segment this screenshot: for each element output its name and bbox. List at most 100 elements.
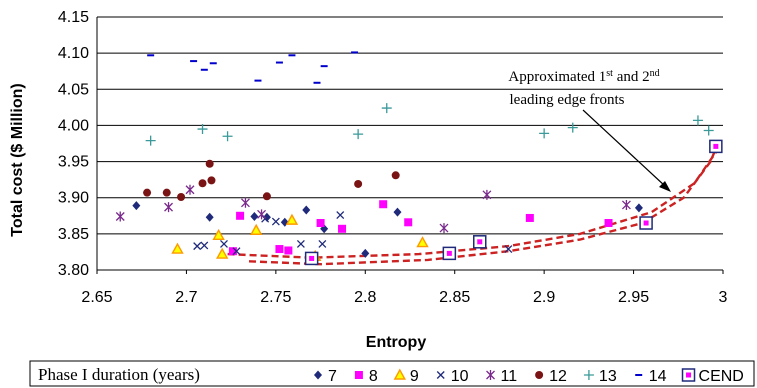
point-series-10 [296, 240, 305, 248]
y-tick-label: 4.10 [58, 45, 89, 62]
point-series-9 [285, 213, 299, 225]
point-series-13 [197, 124, 208, 135]
point-series-8 [604, 219, 613, 228]
point-series-8 [404, 218, 413, 227]
legend-label-13: 13 [599, 368, 617, 385]
point-series-10 [193, 242, 202, 251]
y-tick-label: 4.00 [58, 117, 89, 134]
point-series-11 [185, 184, 195, 195]
point-series-12 [207, 176, 216, 185]
legend-marker-9 [393, 368, 407, 380]
legend-marker-7 [314, 370, 322, 380]
point-series-12 [177, 192, 186, 201]
point-series-12 [205, 159, 214, 168]
point-series-9 [171, 242, 184, 254]
annotation-line-2: leading edge fronts [510, 92, 625, 108]
x-axis-title: Entropy [366, 334, 427, 351]
annotation-line-1: Approximated 1st and 2nd [508, 68, 659, 86]
point-series-13 [703, 125, 714, 136]
point-series-8 [275, 245, 284, 254]
legend-marker-cend [681, 368, 696, 382]
x-tick-label: 2.8 [354, 289, 376, 306]
legend-label-8: 8 [369, 368, 378, 385]
legend-items: 7 8 9 10 11 12 13 14 CEND [314, 368, 744, 385]
legend-label-11: 11 [501, 368, 518, 385]
point-series-13 [692, 115, 703, 126]
legend-label-7: 7 [328, 368, 337, 385]
point-series-8 [338, 224, 347, 233]
point-series-11 [257, 209, 267, 220]
point-series-10 [504, 245, 513, 253]
point-series-11 [164, 202, 174, 213]
legend-title: Phase I duration (years) [38, 365, 200, 384]
x-tick-label: 3 [719, 289, 728, 306]
point-series-8 [379, 200, 388, 209]
leading-edge-front-2 [248, 139, 721, 266]
point-series-7 [393, 207, 402, 217]
annotation-arrow [582, 109, 666, 187]
legend-label-12: 12 [549, 368, 567, 385]
point-series-11 [482, 189, 492, 200]
point-series-cend [442, 246, 457, 261]
point-series-13 [222, 131, 233, 142]
legend: Phase I duration (years) 7 8 9 10 11 12 13 14 CE… [29, 360, 755, 387]
legend-marker-11 [486, 370, 495, 380]
point-series-10 [220, 240, 228, 248]
leading-edge-front-1 [227, 146, 721, 259]
y-tick-label: 3.80 [58, 262, 89, 279]
x-tick-label: 2.95 [618, 289, 649, 306]
point-series-9 [216, 247, 229, 259]
point-series-13 [353, 129, 364, 140]
legend-box [29, 360, 755, 387]
legend-marker-8 [354, 371, 363, 379]
point-series-10 [200, 241, 209, 250]
point-series-10 [271, 217, 280, 226]
point-series-11 [621, 199, 631, 210]
x-tick-label: 2.7 [175, 289, 197, 306]
y-tick-label: 4.15 [58, 9, 89, 26]
y-tick-label: 3.90 [58, 190, 89, 207]
point-series-8 [284, 246, 293, 255]
legend-label-9: 9 [410, 368, 419, 385]
point-series-7 [634, 203, 643, 213]
y-axis-title: Total cost ($ Million) [9, 83, 26, 236]
leading-edge-fronts [227, 139, 721, 266]
point-series-8 [228, 247, 237, 256]
point-series-12 [162, 188, 171, 197]
annotation: Approximated 1st and 2nd leading edge fr… [508, 68, 671, 192]
x-tick-label: 2.75 [260, 289, 291, 306]
point-series-13 [381, 103, 392, 114]
point-series-10 [318, 240, 327, 248]
point-series-7 [250, 212, 259, 222]
legend-label-14: 14 [649, 368, 667, 385]
point-series-13 [145, 135, 156, 146]
y-tick-label: 3.95 [58, 154, 89, 171]
legend-label-10: 10 [451, 368, 469, 385]
point-series-10 [336, 211, 345, 220]
point-series-12 [198, 179, 207, 188]
point-series-12 [143, 188, 152, 197]
point-series-9 [416, 236, 429, 248]
point-series-12 [391, 171, 400, 180]
point-series-8 [236, 211, 245, 220]
point-series-11 [439, 223, 449, 234]
point-series-11 [115, 211, 125, 222]
point-series-7 [132, 201, 141, 211]
x-tick-label: 2.85 [439, 289, 470, 306]
point-series-9 [212, 228, 225, 241]
annotation-arrowhead [659, 181, 671, 192]
point-series-12 [262, 192, 271, 201]
x-tick-label: 2.9 [533, 289, 555, 306]
legend-marker-13 [583, 370, 594, 380]
point-series-7 [205, 212, 214, 222]
point-series-7 [361, 248, 370, 258]
point-series-cend [639, 216, 653, 230]
point-series-10 [232, 247, 241, 256]
x-tick-label: 2.65 [81, 289, 112, 306]
y-tick-label: 3.85 [58, 226, 89, 243]
legend-marker-10 [436, 371, 445, 379]
tick-labels: 3.80 3.85 3.90 3.95 4.00 4.05 4.10 4.15 2.65 2.7 2… [58, 9, 728, 306]
data-points [115, 51, 723, 266]
point-series-8 [316, 219, 325, 228]
